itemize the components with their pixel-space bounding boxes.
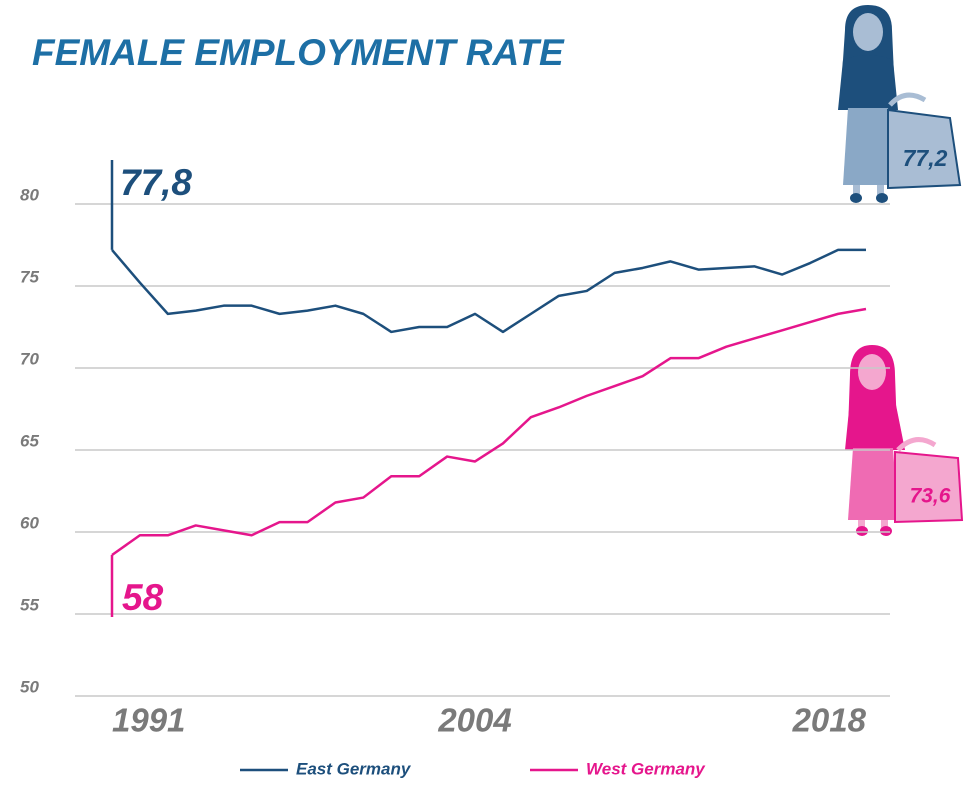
legend-label: East Germany <box>296 759 412 778</box>
y-tick-label: 65 <box>20 431 39 450</box>
y-tick-label: 55 <box>20 595 39 614</box>
y-tick-label: 70 <box>20 349 39 368</box>
y-tick-label: 60 <box>20 513 39 532</box>
y-tick-label: 50 <box>20 677 39 696</box>
east-woman-icon <box>838 5 960 203</box>
chart: FEMALE EMPLOYMENT RATE 77,2 73,6 50 55 60 6… <box>0 0 968 807</box>
series-line <box>112 250 866 332</box>
x-tick-label: 1991 <box>112 702 185 739</box>
x-tick-label: 2004 <box>437 702 511 739</box>
y-tick-label: 75 <box>20 267 39 286</box>
annotation: 73,6 <box>910 485 951 508</box>
annotation: 58 <box>122 577 164 618</box>
annotation: 77,2 <box>903 145 948 171</box>
x-tick-label: 2018 <box>792 702 867 739</box>
legend: East Germany West Germany <box>240 759 706 778</box>
annotation: 77,8 <box>120 162 192 203</box>
chart-title: FEMALE EMPLOYMENT RATE <box>32 32 565 73</box>
y-tick-label: 80 <box>20 185 39 204</box>
legend-label: West Germany <box>586 759 706 778</box>
series-line <box>112 309 866 555</box>
